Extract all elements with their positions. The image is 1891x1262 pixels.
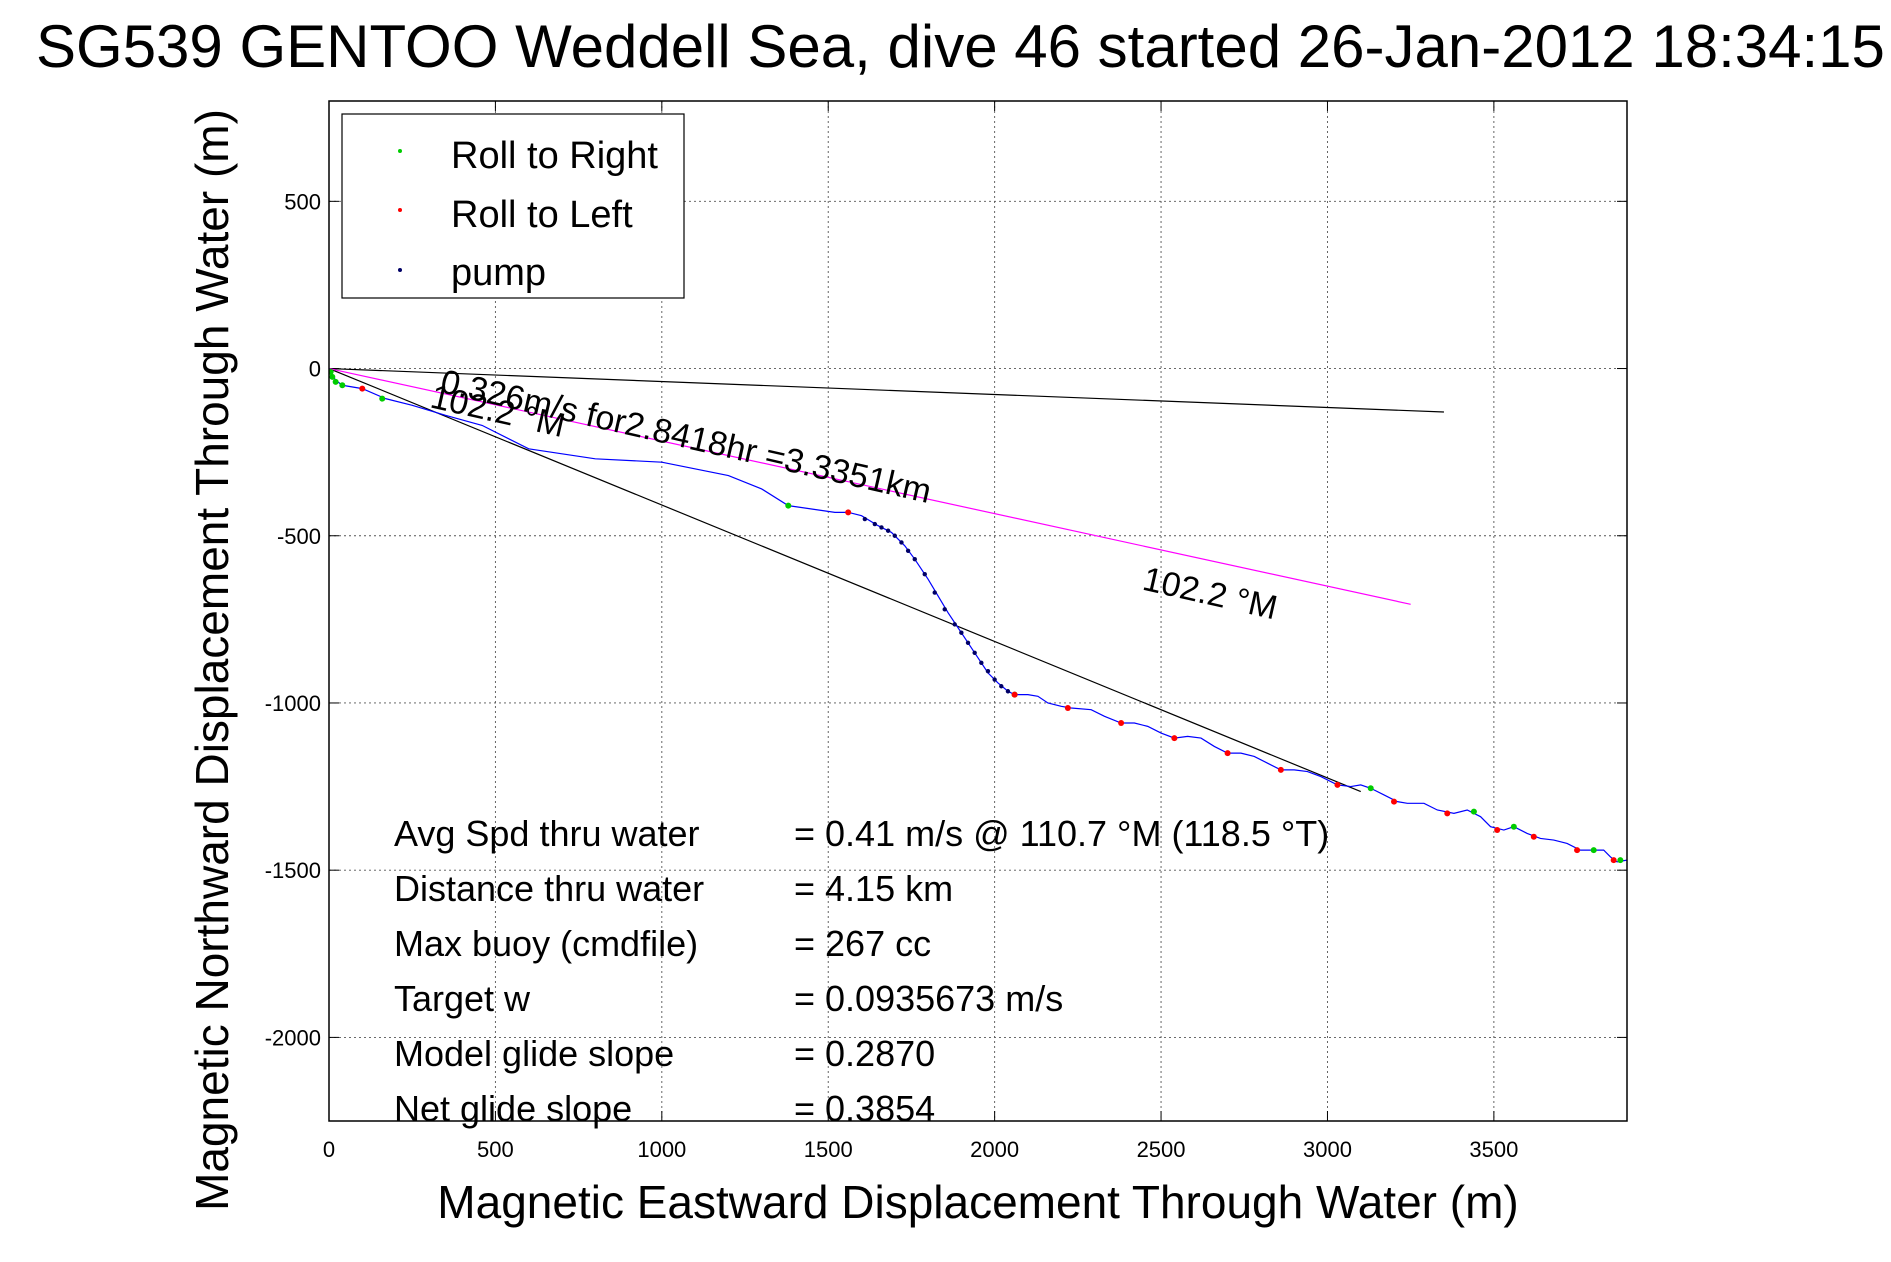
pump-marker	[965, 640, 971, 645]
x-tick-label: 1000	[637, 1137, 686, 1162]
chart-title: SG539 GENTOO Weddell Sea, dive 46 starte…	[36, 13, 1885, 80]
roll-right-marker	[1617, 857, 1624, 864]
x-tick-label: 500	[477, 1137, 514, 1162]
x-tick-label: 3500	[1469, 1137, 1518, 1162]
roll-left-marker	[1334, 781, 1341, 788]
summary-label-net-glide: Net glide slope	[394, 1088, 632, 1129]
roll-left-marker	[1224, 750, 1231, 757]
reference-line	[329, 367, 1361, 793]
pump-marker	[942, 607, 947, 612]
legend: Roll to Right Roll to Left pump	[341, 113, 685, 299]
roll-left-marker	[1530, 833, 1537, 840]
summary-value-distance: = 4.15 km	[794, 868, 953, 909]
reference-lines	[329, 367, 1444, 793]
x-tick-label: 0	[323, 1137, 335, 1162]
roll-left-marker	[1391, 798, 1398, 805]
roll-left-marker	[1574, 847, 1581, 854]
pump-marker	[932, 590, 937, 595]
pump-marker	[999, 684, 1004, 689]
y-tick-label: -1500	[265, 858, 321, 883]
x-axis-label: Magnetic Eastward Displacement Through W…	[437, 1176, 1518, 1228]
pump-marker	[979, 660, 984, 666]
roll-left-marker	[1277, 766, 1284, 773]
summary-label-distance: Distance thru water	[394, 868, 704, 909]
plot-frame	[328, 100, 1628, 1122]
x-tick-label: 3000	[1303, 1137, 1352, 1162]
legend-marker-roll-right	[398, 149, 402, 153]
track-line	[329, 368, 1627, 863]
roll-left-marker	[359, 385, 366, 392]
roll-left-marker	[1118, 720, 1125, 727]
legend-box	[341, 113, 685, 299]
legend-marker-pump	[398, 268, 402, 272]
pump-marker	[959, 630, 964, 635]
y-axis-label: Magnetic Northward Displacement Through …	[186, 109, 238, 1211]
legend-label-pump: pump	[451, 252, 546, 294]
roll-right-marker	[1470, 808, 1477, 815]
summary-value-model-glide: = 0.2870	[794, 1033, 935, 1074]
pump-marker	[1005, 689, 1011, 694]
summary-label-target-w: Target w	[394, 978, 531, 1019]
summary-value-max-buoy: = 267 cc	[794, 923, 931, 964]
roll-right-marker	[329, 373, 336, 380]
pump-marker	[985, 668, 991, 674]
summary-label-avg-speed: Avg Spd thru water	[394, 813, 700, 854]
reference-line	[329, 367, 1444, 413]
pump-marker	[872, 521, 878, 527]
pump-marker	[879, 525, 884, 530]
pump-marker	[862, 516, 868, 522]
roll-right-marker	[785, 502, 792, 509]
roll-right-marker	[379, 395, 386, 402]
axis-ticks: 0 500 1000 1500 2000 2500 3000 3500 500 0 -500 -100…	[265, 101, 1627, 1162]
roll-left-marker	[1064, 704, 1071, 711]
legend-label-roll-right: Roll to Right	[451, 135, 658, 177]
pump-marker	[912, 556, 917, 562]
track-series	[329, 368, 1627, 863]
x-tick-label: 1500	[804, 1137, 853, 1162]
pump-marker	[905, 548, 911, 554]
summary-value-avg-speed: = 0.41 m/s @ 110.7 °M (118.5 °T)	[794, 813, 1329, 854]
pump-marker	[892, 533, 897, 538]
roll-right-marker	[329, 368, 334, 375]
pump-marker	[952, 622, 957, 627]
x-tick-label: 2500	[1137, 1137, 1186, 1162]
markers	[329, 368, 1624, 864]
roll-left-marker	[845, 509, 852, 516]
summary-table: Avg Spd thru water = 0.41 m/s @ 110.7 °M…	[394, 813, 1329, 1129]
y-tick-label: -2000	[265, 1025, 321, 1050]
reference-line	[329, 367, 1411, 605]
roll-left-marker	[1011, 691, 1018, 698]
legend-label-roll-left: Roll to Left	[451, 194, 633, 236]
roll-left-marker	[1444, 810, 1451, 817]
summary-label-model-glide: Model glide slope	[394, 1033, 674, 1074]
roll-left-marker	[1171, 735, 1178, 742]
y-tick-label: 0	[309, 357, 321, 382]
pump-marker	[885, 528, 891, 533]
roll-right-marker	[339, 382, 346, 389]
roll-left-marker	[1610, 857, 1617, 864]
x-tick-label: 2000	[970, 1137, 1019, 1162]
roll-right-marker	[332, 378, 339, 385]
y-tick-label: 500	[284, 189, 321, 214]
summary-value-net-glide: = 0.3854	[794, 1088, 935, 1129]
y-tick-label: -500	[277, 524, 321, 549]
roll-left-marker	[1494, 827, 1501, 834]
summary-label-max-buoy: Max buoy (cmdfile)	[394, 923, 698, 964]
pump-marker	[899, 540, 904, 545]
pump-marker	[922, 572, 927, 577]
pump-marker	[992, 677, 997, 682]
pump-marker	[972, 650, 977, 656]
roll-right-marker	[1510, 823, 1517, 830]
legend-marker-roll-left	[398, 208, 402, 212]
summary-value-target-w: = 0.0935673 m/s	[794, 978, 1063, 1019]
roll-right-marker	[1590, 847, 1597, 854]
roll-right-marker	[1367, 785, 1374, 792]
y-tick-label: -1000	[265, 691, 321, 716]
